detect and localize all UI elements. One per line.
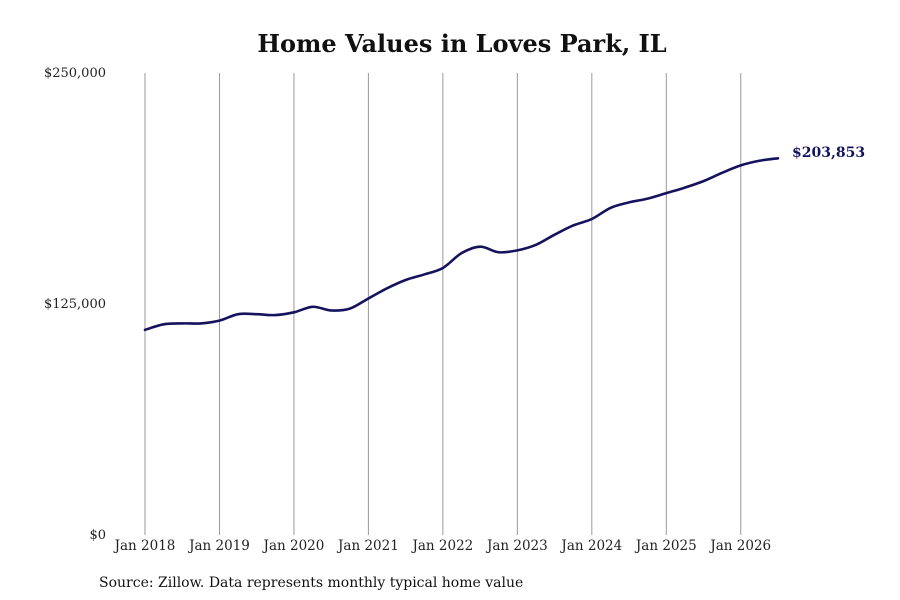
x-tick-label: Jan 2024 xyxy=(559,538,622,554)
y-tick-label: $250,000 xyxy=(44,66,106,81)
y-tick-label: $0 xyxy=(89,528,106,543)
x-tick-label: Jan 2023 xyxy=(485,538,548,554)
series-line xyxy=(143,156,780,332)
series-group xyxy=(143,156,780,332)
x-tick-label: Jan 2020 xyxy=(262,538,325,554)
x-tick-label: Jan 2022 xyxy=(410,538,473,554)
y-axis: $0 $125,000 $250,000 xyxy=(44,66,106,543)
x-tick-label: Jan 2025 xyxy=(634,538,697,554)
x-tick-label: Jan 2026 xyxy=(708,538,771,554)
x-tick-label: Jan 2018 xyxy=(113,538,176,554)
source-note: Source: Zillow. Data represents monthly … xyxy=(99,575,523,591)
x-tick-label: Jan 2021 xyxy=(336,538,399,554)
y-tick-label: $125,000 xyxy=(44,297,106,312)
x-axis: Jan 2018 Jan 2019 Jan 2020 Jan 2021 Jan 2022… xyxy=(113,538,772,554)
chart-title: Home Values in Loves Park, IL xyxy=(257,29,666,58)
x-tick-label: Jan 2019 xyxy=(187,538,250,554)
end-value-label: $203,853 xyxy=(792,145,865,161)
grid xyxy=(144,73,742,535)
